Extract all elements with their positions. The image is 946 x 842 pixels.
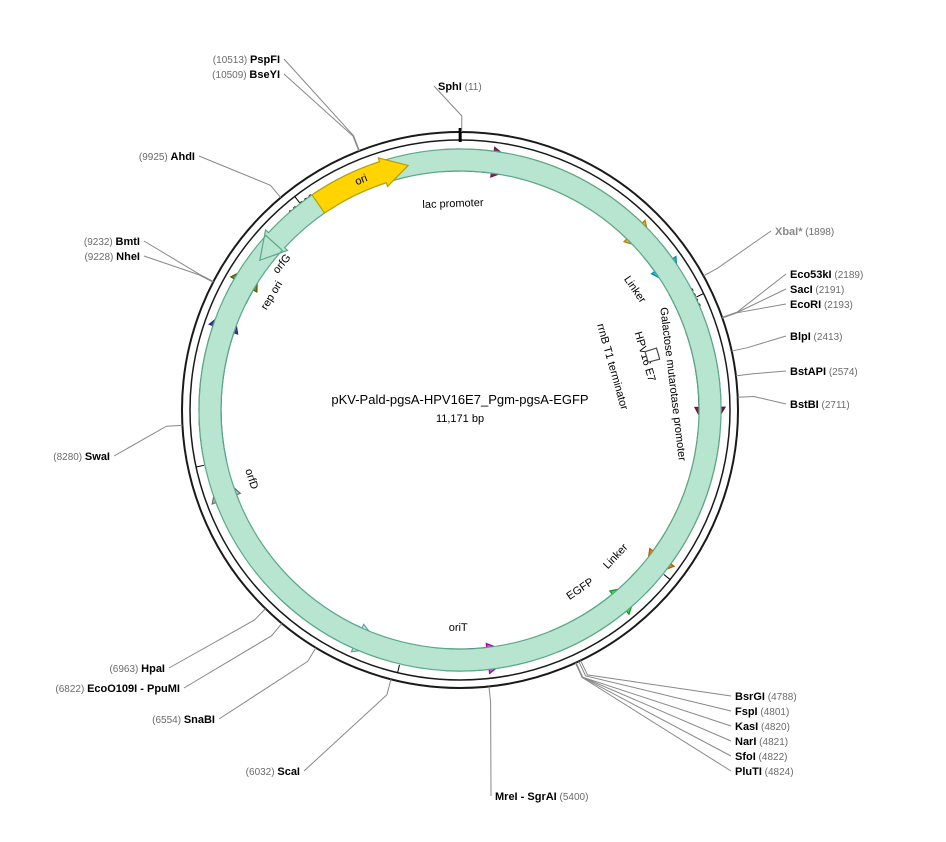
site-label: (6822) EcoO109I - PpuMI <box>55 683 180 695</box>
feature-label: rep ori <box>259 279 285 312</box>
site-label: PluTI (4824) <box>735 766 794 778</box>
backbone-inner <box>190 140 730 680</box>
feature-orfg <box>199 149 721 671</box>
site-label: (9925) AhdI <box>139 151 195 163</box>
site-leader <box>576 663 731 726</box>
site-leader <box>738 396 786 404</box>
site-leader <box>704 231 771 276</box>
site-leader <box>199 156 281 198</box>
site-leader <box>489 686 491 796</box>
site-label: SacI (2191) <box>790 284 844 296</box>
backbone-outer <box>182 132 738 688</box>
site-label: (10513) PspFI <box>213 54 280 66</box>
site-leader <box>736 371 786 376</box>
site-label: (6963) HpaI <box>109 663 165 675</box>
plasmid-map: 200040006000800010,000lac promoterPaldpg… <box>0 0 946 842</box>
site-label: SphI (11) <box>438 81 482 93</box>
feature-label: Linker <box>601 541 631 571</box>
site-leader <box>284 59 359 151</box>
site-label: BsrGI (4788) <box>735 691 797 703</box>
feature-label: rrnB T1 terminator <box>594 322 630 411</box>
site-label: BstBI (2711) <box>790 399 850 411</box>
plasmid-size: 11,171 bp <box>436 413 484 425</box>
site-leader <box>169 609 266 668</box>
site-label: NarI (4821) <box>735 736 788 748</box>
site-label: (6554) SnaBI <box>152 714 215 726</box>
feature-label: lac promoter <box>422 197 484 211</box>
site-leader <box>284 74 359 151</box>
site-label: BstAPI (2574) <box>790 366 858 378</box>
site-leader <box>114 425 182 456</box>
site-leader <box>184 623 282 688</box>
site-label: BlpI (2413) <box>790 331 842 343</box>
feature-label: orfD <box>242 467 260 491</box>
site-leader <box>304 679 391 771</box>
site-leader <box>144 241 213 282</box>
site-label: Eco53kI (2189) <box>790 269 863 281</box>
site-label: (9228) NheI <box>84 251 140 263</box>
site-leader <box>732 336 786 351</box>
site-label: FspI (4801) <box>735 706 789 718</box>
site-label: KasI (4820) <box>735 721 790 733</box>
site-label: (9232) BmtI <box>84 236 140 248</box>
site-leader <box>576 663 731 741</box>
site-label: SfoI (4822) <box>735 751 787 763</box>
site-leader <box>722 289 786 318</box>
site-label: (6032) ScaI <box>246 766 300 778</box>
site-label: MreI - SgrAI (5400) <box>495 791 588 803</box>
site-leader <box>144 256 213 282</box>
plasmid-title: pKV-Pald-pgsA-HPV16E7_Pgm-pgsA-EGFP <box>331 392 588 407</box>
site-label: (10509) BseYI <box>212 69 280 81</box>
site-label: (8280) SwaI <box>53 451 110 463</box>
site-leader <box>722 274 786 317</box>
site-label: XbaI* (1898) <box>775 226 834 238</box>
feature-label: Linker <box>621 274 648 306</box>
site-leader <box>722 304 786 318</box>
feature-label: EGFP <box>564 576 596 603</box>
site-leader <box>579 661 731 711</box>
feature-label: oriT <box>449 622 468 634</box>
site-label: EcoRI (2193) <box>790 299 853 311</box>
feature-label: Galactose mutarotase promoter <box>657 307 688 462</box>
